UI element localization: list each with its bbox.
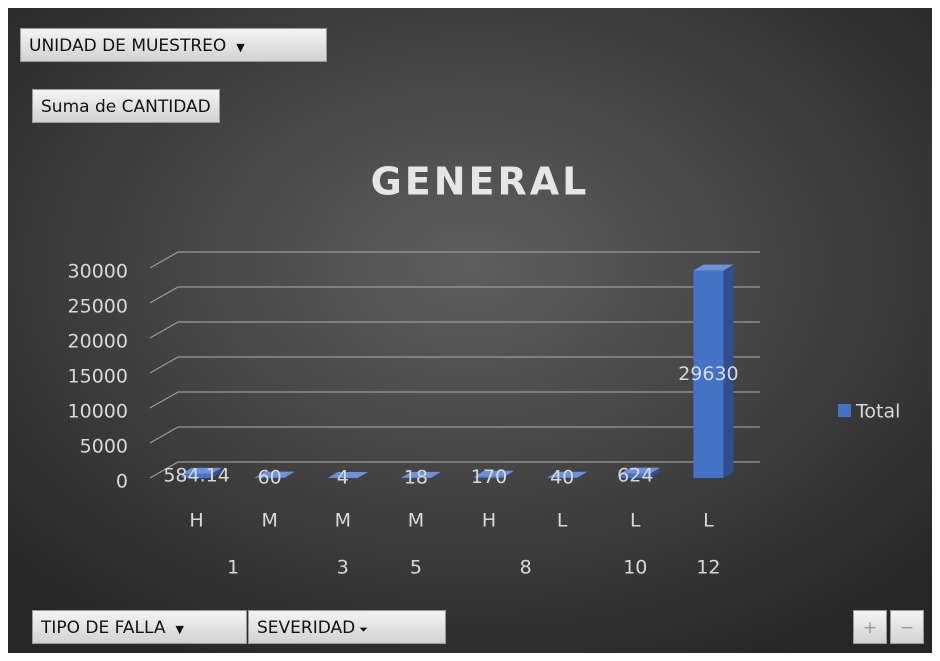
bar bbox=[547, 471, 588, 478]
bar bbox=[474, 470, 515, 478]
collapse-button[interactable]: − bbox=[890, 610, 924, 644]
button-label: + bbox=[862, 618, 878, 638]
x-tick-label: L bbox=[630, 510, 641, 532]
y-tick-label: 5000 bbox=[80, 436, 128, 458]
expand-button[interactable]: + bbox=[853, 610, 887, 644]
y-tick-label: 0 bbox=[116, 471, 128, 493]
bar-face bbox=[357, 471, 368, 478]
group-label: 10 bbox=[623, 557, 647, 579]
bar-face bbox=[284, 471, 295, 478]
y-tick-label: 10000 bbox=[68, 401, 128, 423]
bar-face bbox=[577, 471, 588, 478]
button-label: SEVERIDAD bbox=[257, 618, 356, 638]
legend-swatch bbox=[838, 404, 851, 417]
data-label: 170 bbox=[471, 466, 507, 488]
grid-line bbox=[149, 321, 760, 339]
data-label: 584.14 bbox=[163, 464, 229, 486]
x-tick-label: M bbox=[335, 510, 351, 532]
bar bbox=[693, 264, 734, 478]
y-tick-label: 15000 bbox=[68, 366, 128, 388]
grid-line bbox=[149, 461, 760, 479]
group-label: 3 bbox=[337, 557, 349, 579]
bar bbox=[181, 467, 222, 478]
bar-face bbox=[254, 471, 295, 478]
button-label: Suma de CANTIDAD bbox=[41, 97, 211, 117]
bar-face bbox=[400, 471, 441, 478]
bar-face bbox=[430, 471, 441, 478]
bar-face bbox=[327, 471, 368, 478]
group-label: 1 bbox=[227, 557, 239, 579]
bar-face bbox=[547, 471, 588, 478]
data-label: 60 bbox=[258, 466, 282, 488]
x-tick-label: H bbox=[189, 510, 203, 532]
x-tick-label: L bbox=[703, 510, 714, 532]
data-label: 624 bbox=[617, 464, 653, 486]
bar-face bbox=[474, 470, 515, 477]
bar bbox=[254, 471, 295, 478]
chart-title: GENERAL bbox=[371, 160, 590, 204]
bar-face bbox=[723, 264, 734, 478]
bar-face bbox=[620, 473, 651, 478]
y-tick-label: 25000 bbox=[68, 296, 128, 318]
x-tick-label: L bbox=[557, 510, 568, 532]
bar-face bbox=[181, 473, 212, 478]
group-label: 8 bbox=[520, 557, 532, 579]
group-label: 12 bbox=[696, 557, 720, 579]
grid-line bbox=[149, 426, 760, 444]
bar-face bbox=[620, 467, 661, 474]
bar-face bbox=[693, 264, 734, 271]
grid-line bbox=[149, 251, 760, 269]
data-label: 18 bbox=[404, 466, 428, 488]
button-label: UNIDAD DE MUESTREO bbox=[29, 36, 227, 56]
value-field-button[interactable]: Suma de CANTIDAD bbox=[32, 89, 220, 123]
bar-face bbox=[693, 270, 724, 478]
filter-button[interactable]: UNIDAD DE MUESTREO ▼ bbox=[20, 28, 327, 62]
button-label: TIPO DE FALLA bbox=[41, 618, 166, 638]
bar bbox=[620, 467, 661, 478]
data-label: 4 bbox=[337, 466, 349, 488]
group-label: 5 bbox=[410, 557, 422, 579]
bar bbox=[327, 471, 368, 478]
grid-line bbox=[149, 391, 760, 409]
y-tick-label: 20000 bbox=[68, 331, 128, 353]
axis-field-button[interactable]: SEVERIDAD ⏷ bbox=[248, 610, 446, 644]
bar-face bbox=[181, 467, 222, 474]
bar bbox=[400, 471, 441, 478]
bar-face bbox=[211, 467, 222, 478]
x-tick-label: H bbox=[482, 510, 496, 532]
button-label: − bbox=[899, 618, 915, 638]
bar-face bbox=[650, 467, 661, 478]
y-tick-label: 30000 bbox=[68, 261, 128, 283]
axis-field-button[interactable]: TIPO DE FALLA ▼ bbox=[32, 610, 247, 644]
data-label: 29630 bbox=[678, 363, 738, 385]
grid-line bbox=[149, 356, 760, 374]
x-tick-label: M bbox=[408, 510, 424, 532]
grid-line bbox=[149, 286, 760, 304]
legend-label: Total bbox=[855, 401, 900, 423]
bar-face bbox=[474, 476, 505, 478]
bar-face bbox=[504, 470, 515, 478]
data-label: 40 bbox=[550, 466, 574, 488]
x-tick-label: M bbox=[261, 510, 277, 532]
